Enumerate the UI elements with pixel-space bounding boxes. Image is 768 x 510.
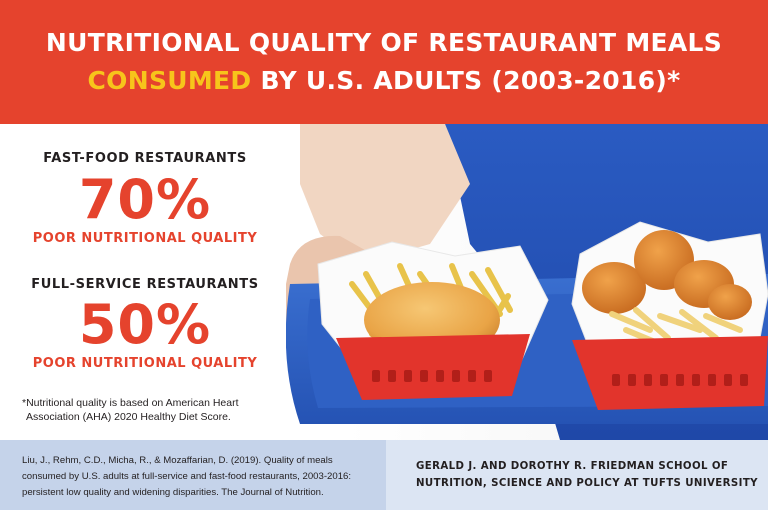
fast-food-label: FAST-FOOD RESTAURANTS bbox=[43, 151, 247, 166]
fried-chicken bbox=[582, 230, 752, 320]
content-area: FAST-FOOD RESTAURANTS 70% POOR NUTRITION… bbox=[0, 124, 768, 440]
left-basket-shape bbox=[336, 334, 530, 400]
title-line-1: NUTRITIONAL QUALITY OF RESTAURANT MEALS bbox=[45, 28, 723, 57]
full-service-percent: 50% bbox=[78, 293, 212, 356]
stats-panel: FAST-FOOD RESTAURANTS 70% POOR NUTRITION… bbox=[0, 124, 290, 440]
title-highlight-word: CONSUMED bbox=[87, 66, 252, 95]
footnote-line-1: *Nutritional quality is based on America… bbox=[22, 397, 239, 409]
full-service-label: FULL-SERVICE RESTAURANTS bbox=[31, 277, 259, 292]
footer: Liu, J., Rehm, C.D., Micha, R., & Mozaff… bbox=[0, 440, 768, 510]
arm-shape bbox=[300, 124, 470, 264]
title-line-2: CONSUMED BY U.S. ADULTS (2003-2016)* bbox=[88, 62, 681, 100]
fast-food-percent: 70% bbox=[78, 168, 212, 231]
right-basket-shape bbox=[572, 336, 768, 410]
right-paper-shape bbox=[571, 221, 768, 367]
full-service-sublabel: POOR NUTRITIONAL QUALITY bbox=[32, 356, 258, 371]
footnote-line-2: Association (AHA) 2020 Healthy Diet Scor… bbox=[26, 411, 231, 423]
footnote: *Nutritional quality is based on America… bbox=[22, 396, 290, 424]
left-basket-holes bbox=[372, 370, 492, 382]
institution-credit: GERALD J. AND DOROTHY R. FRIEDMAN SCHOOL… bbox=[386, 440, 768, 510]
citation-line-2: consumed by U.S. adults at full-service … bbox=[22, 471, 352, 482]
right-basket-holes bbox=[612, 374, 748, 386]
citation-line-1: Liu, J., Rehm, C.D., Micha, R., & Mozaff… bbox=[22, 455, 333, 466]
institution-line-2: NUTRITION, SCIENCE AND POLICY AT TUFTS U… bbox=[416, 478, 758, 489]
citation: Liu, J., Rehm, C.D., Micha, R., & Mozaff… bbox=[0, 440, 386, 510]
title-line-2-rest: BY U.S. ADULTS (2003-2016)* bbox=[260, 66, 681, 95]
citation-line-3: persistent low quality and widening disp… bbox=[22, 487, 324, 498]
fast-food-sublabel: POOR NUTRITIONAL QUALITY bbox=[32, 231, 258, 246]
restaurant-meal-photo bbox=[0, 124, 768, 440]
title-banner: NUTRITIONAL QUALITY OF RESTAURANT MEALS … bbox=[0, 0, 768, 124]
text-backdrop bbox=[0, 124, 286, 440]
institution-line-1: GERALD J. AND DOROTHY R. FRIEDMAN SCHOOL… bbox=[416, 461, 729, 472]
